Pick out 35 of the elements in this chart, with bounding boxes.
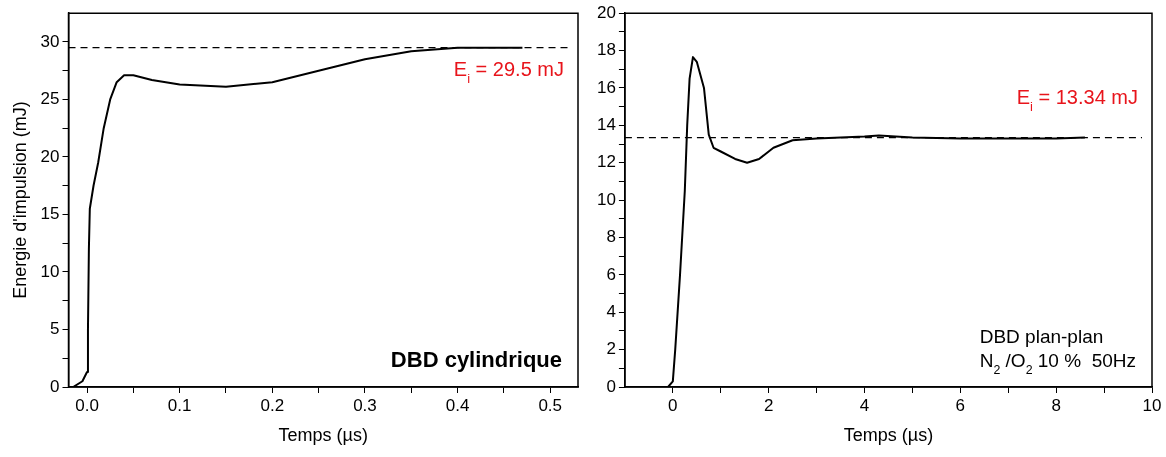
x-tick-label: 0.2 [260, 395, 285, 415]
y-tick-label: 20 [596, 2, 616, 22]
y-tick-label: 6 [606, 264, 616, 284]
y-tick-label: 0 [50, 376, 60, 396]
y-tick-label: 16 [596, 77, 616, 97]
y-tick-label: 2 [606, 339, 616, 359]
x-tick-label: 6 [955, 395, 966, 415]
y-tick-label: 18 [596, 40, 616, 60]
y-tick-label: 25 [40, 89, 60, 109]
y-tick-label: 30 [40, 31, 60, 51]
y-tick-label: 10 [596, 189, 616, 209]
x-axis-title: Temps (µs) [278, 425, 368, 446]
annotation: DBD cylindrique [390, 347, 563, 372]
y-tick-label: 0 [606, 376, 616, 396]
x-tick-label: 10 [1142, 395, 1162, 415]
y-tick-label: 10 [40, 261, 60, 281]
y-axis-title: Energie d'impulsion (mJ) [9, 101, 30, 299]
x-tick-label: 8 [1051, 395, 1061, 415]
y-tick-label: 15 [40, 204, 60, 224]
x-tick-label: 0.3 [353, 395, 377, 415]
x-axis-title: Temps (µs) [843, 425, 934, 446]
x-tick-label: 4 [859, 395, 870, 415]
x-tick-label: 0 [668, 395, 678, 415]
y-tick-label: 20 [40, 146, 60, 166]
annotation: DBD plan-plan [979, 326, 1104, 347]
y-tick-label: 14 [596, 115, 616, 135]
y-tick-label: 12 [596, 152, 616, 172]
x-tick-label: 2 [763, 395, 774, 415]
x-tick-label: 0.0 [75, 395, 99, 415]
y-tick-label: 8 [606, 227, 616, 247]
x-tick-label: 0.1 [167, 395, 192, 415]
y-tick-label: 5 [50, 319, 60, 339]
x-tick-label: 0.4 [445, 395, 470, 415]
x-tick-label: 0.5 [538, 395, 563, 415]
y-tick-label: 4 [606, 301, 616, 321]
